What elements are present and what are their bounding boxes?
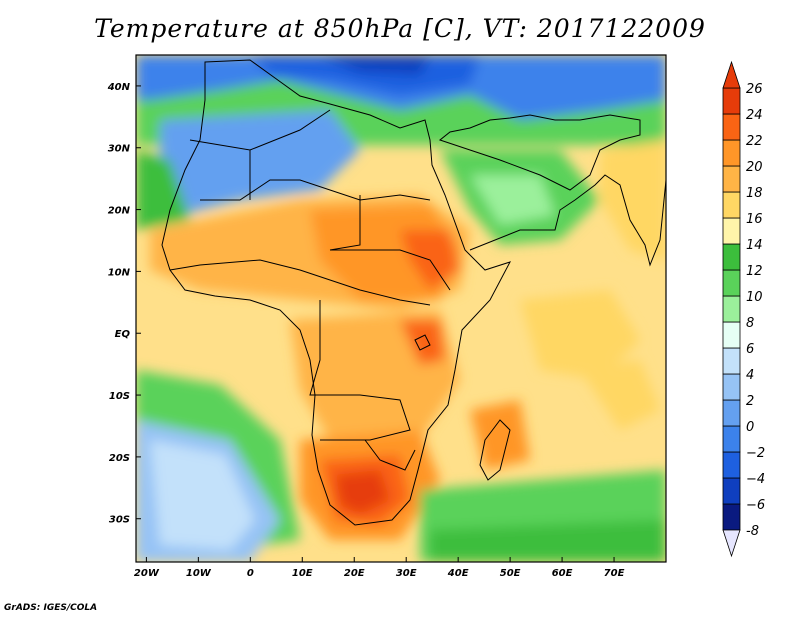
lon-tick-label: 30E xyxy=(396,568,417,579)
colorbar-label: 8 xyxy=(746,316,754,331)
colorbar-low-cap xyxy=(722,529,741,558)
colorbar-label: 6 xyxy=(746,342,754,357)
colorbar-segment xyxy=(722,243,741,271)
colorbar-label: 2 xyxy=(746,394,754,409)
lat-tick-label: 40N xyxy=(107,82,131,93)
map-frame xyxy=(135,54,667,563)
colorbar-label: 12 xyxy=(746,264,763,279)
colorbar-segment xyxy=(722,425,741,453)
lat-tick-label: 20S xyxy=(109,453,130,464)
colorbar-segment xyxy=(722,165,741,193)
latitude-ticks: 40N 30N 20N 10N EQ 10S 20S 30S xyxy=(107,82,141,526)
colorbar-label: -8 xyxy=(746,524,759,539)
colorbar-label: 10 xyxy=(746,290,763,305)
lat-tick-label: EQ xyxy=(115,329,131,340)
lon-tick-label: 20E xyxy=(344,568,365,579)
lon-tick-label: 0 xyxy=(247,568,254,579)
lon-tick-label: 50E xyxy=(500,568,521,579)
colorbar-label: −6 xyxy=(746,498,765,513)
colorbar-label: 24 xyxy=(746,108,763,123)
colorbar-segment xyxy=(722,399,741,427)
colorbar-segment xyxy=(722,217,741,245)
lon-tick-label: 10E xyxy=(292,568,313,579)
colorbar-high-cap xyxy=(722,60,741,89)
map-title: Temperature at 850hPa [C], VT: 201712200… xyxy=(94,14,706,43)
colorbar-segment xyxy=(722,87,741,115)
grads-credit: GrADS: IGES/COLA xyxy=(4,603,98,613)
lon-tick-label: 10W xyxy=(186,568,212,579)
lat-tick-label: 30S xyxy=(109,515,130,526)
colorbar-segment xyxy=(722,191,741,219)
colorbar-label: 26 xyxy=(746,82,763,97)
colorbar-segment xyxy=(722,269,741,297)
lat-tick-label: 20N xyxy=(108,206,131,217)
colorbar-label: 18 xyxy=(746,186,763,201)
temperature-field xyxy=(136,55,666,562)
colorbar-segment xyxy=(722,373,741,401)
colorbar-label: 22 xyxy=(746,134,763,149)
longitude-ticks: 20W 10W 0 10E 20E 30E 40E 50E 60E 70E xyxy=(134,557,625,579)
colorbar-label: 14 xyxy=(746,238,763,253)
colorbar-label: 16 xyxy=(746,212,763,227)
colorbar-segment xyxy=(722,503,741,531)
lat-tick-label: 30N xyxy=(108,144,131,155)
lon-tick-label: 40E xyxy=(447,568,469,579)
colorbar-label: −2 xyxy=(746,446,765,461)
colorbar-label: 4 xyxy=(746,368,754,383)
colorbar-segment xyxy=(722,113,741,141)
lon-tick-label: 60E xyxy=(552,568,573,579)
lon-tick-label: 20W xyxy=(134,568,160,579)
colorbar-segment xyxy=(722,477,741,505)
lon-tick-label: 70E xyxy=(604,568,625,579)
colorbar-label: −4 xyxy=(746,472,765,487)
colorbar-label: 20 xyxy=(746,160,763,175)
lat-tick-label: 10N xyxy=(108,267,131,278)
coastline xyxy=(161,59,666,526)
colorbar-segment xyxy=(722,451,741,479)
colorbar-segment xyxy=(722,295,741,323)
colorbar-label: 0 xyxy=(746,420,754,435)
colorbar-segment xyxy=(722,139,741,167)
lat-tick-label: 10S xyxy=(109,391,130,402)
colorbar-segment xyxy=(722,321,741,349)
colorbar-segment xyxy=(722,347,741,375)
